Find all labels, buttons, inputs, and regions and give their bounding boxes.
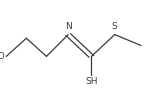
Text: HO: HO	[0, 52, 5, 61]
Text: N: N	[65, 22, 72, 31]
Text: S: S	[112, 22, 118, 31]
Text: SH: SH	[85, 77, 98, 86]
